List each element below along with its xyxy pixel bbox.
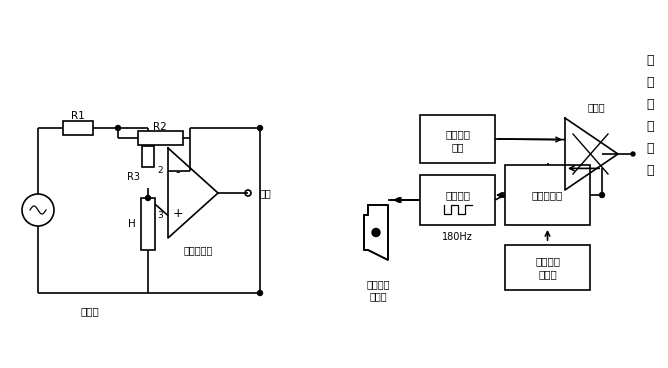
Circle shape <box>146 195 150 201</box>
Text: 比较器: 比较器 <box>588 102 605 112</box>
Bar <box>63 121 93 135</box>
Text: 测: 测 <box>646 120 654 132</box>
Bar <box>505 245 590 290</box>
Text: 陶瓷湿度: 陶瓷湿度 <box>366 279 389 289</box>
Polygon shape <box>364 205 388 260</box>
Text: 传感器: 传感器 <box>81 306 100 316</box>
Text: 180Hz: 180Hz <box>442 232 473 242</box>
Text: R1: R1 <box>71 111 85 121</box>
Circle shape <box>116 125 120 131</box>
Circle shape <box>631 152 635 156</box>
Text: 输出: 输出 <box>260 188 272 198</box>
Bar <box>138 131 182 145</box>
Circle shape <box>257 290 263 296</box>
Text: 度: 度 <box>646 75 654 88</box>
Text: 电路: 电路 <box>452 142 464 152</box>
Bar <box>505 165 590 225</box>
Bar <box>420 175 495 225</box>
Bar <box>141 198 155 250</box>
Text: 运算放大器: 运算放大器 <box>183 245 212 255</box>
Text: 检: 检 <box>646 98 654 110</box>
Bar <box>420 115 495 163</box>
Text: 振荡电路: 振荡电路 <box>445 190 470 200</box>
Text: 遥控湿度: 遥控湿度 <box>535 256 560 266</box>
Bar <box>142 145 154 166</box>
Text: 2: 2 <box>157 166 163 175</box>
Text: 据: 据 <box>646 163 654 177</box>
Text: 3: 3 <box>157 211 163 220</box>
Circle shape <box>257 125 263 131</box>
Text: -: - <box>176 166 180 179</box>
Text: 温度补偿: 温度补偿 <box>445 129 470 139</box>
Text: 湿: 湿 <box>646 53 654 67</box>
Text: +: + <box>173 207 183 220</box>
Text: 调节器: 调节器 <box>538 269 557 280</box>
Text: H: H <box>128 219 136 229</box>
Text: 微型计算机: 微型计算机 <box>532 190 563 200</box>
Text: 数: 数 <box>646 142 654 155</box>
Text: 传感器: 传感器 <box>369 291 387 301</box>
Text: R2: R2 <box>153 122 167 132</box>
Circle shape <box>599 192 605 198</box>
Text: R3: R3 <box>128 172 140 182</box>
Circle shape <box>372 229 380 237</box>
